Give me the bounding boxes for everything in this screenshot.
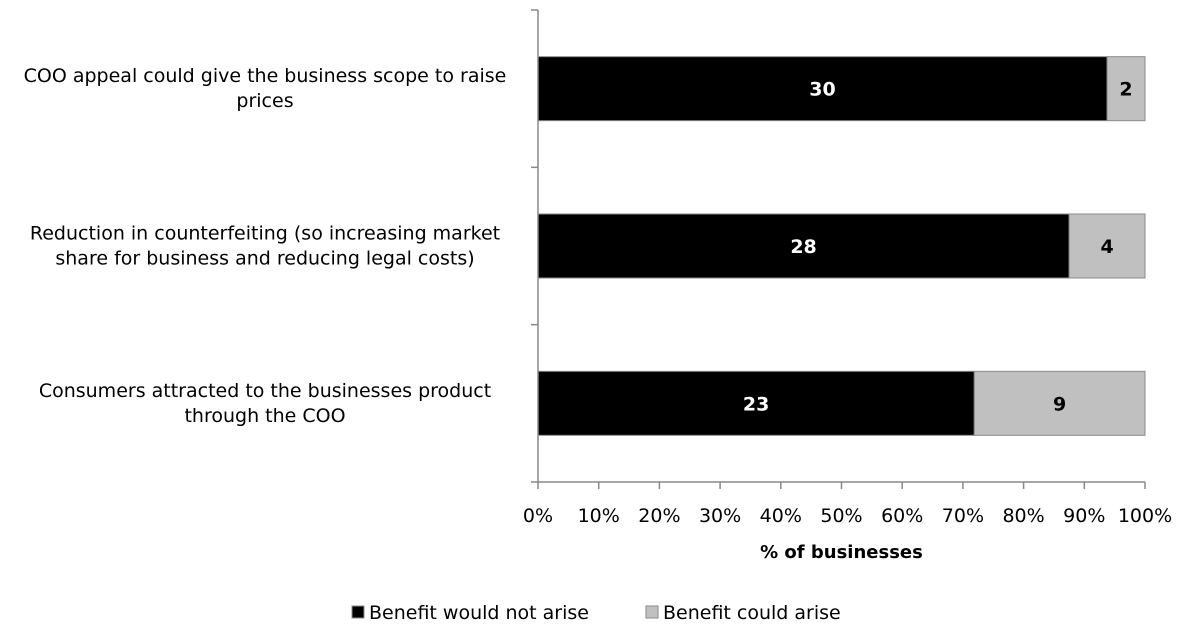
x-tick-label: 70% xyxy=(942,505,984,527)
x-tick-label: 10% xyxy=(578,505,620,527)
x-tick-label: 80% xyxy=(1002,505,1044,527)
x-tick-label: 20% xyxy=(638,505,680,527)
axes-group: 0% 10% 20% 30% 40% 50% 60% 70% 80% 90% 100% % of bu… xyxy=(523,9,1172,563)
x-tick-label: 40% xyxy=(760,505,802,527)
bar-segment-would-not-arise xyxy=(537,370,975,436)
x-tick-label: 60% xyxy=(881,505,923,527)
legend-label: Benefit could arise xyxy=(663,602,841,624)
data-label: 4 xyxy=(1100,236,1113,258)
labels-group: 30 2 COO appeal could give the business sc… xyxy=(24,65,1133,427)
data-label: 23 xyxy=(743,393,769,415)
x-tick-label: 90% xyxy=(1063,505,1105,527)
legend-swatch-would-not-arise xyxy=(351,605,365,619)
x-tick-label: 0% xyxy=(523,505,553,527)
x-tick-label: 30% xyxy=(699,505,741,527)
data-label: 2 xyxy=(1119,79,1132,101)
x-tick-label: 50% xyxy=(820,505,862,527)
legend: Benefit would not arise Benefit could ari… xyxy=(351,602,841,624)
category-label: Consumers attracted to the businesses pr… xyxy=(39,380,491,427)
bar-segment-could-arise xyxy=(1068,213,1146,279)
bar-segment-could-arise xyxy=(1106,56,1146,122)
legend-swatch-could-arise xyxy=(645,605,659,619)
bar-segment-would-not-arise xyxy=(537,213,1070,279)
category-label: COO appeal could give the business scope… xyxy=(24,65,507,112)
data-label: 30 xyxy=(809,79,835,101)
category-label: Reduction in counterfeiting (so increasi… xyxy=(30,223,500,270)
bar-segment-could-arise xyxy=(973,370,1146,436)
x-axis-title: % of businesses xyxy=(760,542,923,563)
x-tick-label: 100% xyxy=(1118,505,1172,527)
bars-group xyxy=(537,56,1146,436)
data-label: 28 xyxy=(790,236,816,258)
data-label: 9 xyxy=(1053,393,1066,415)
bar-segment-would-not-arise xyxy=(537,56,1108,122)
legend-label: Benefit would not arise xyxy=(369,602,589,624)
